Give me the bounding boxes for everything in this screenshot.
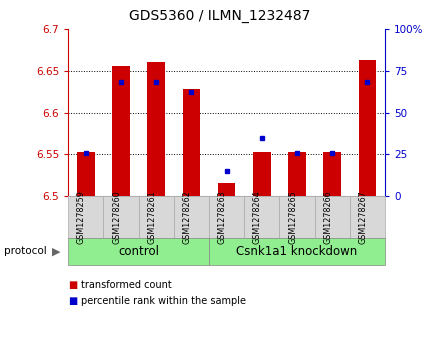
Text: transformed count: transformed count — [81, 280, 172, 290]
Bar — [253, 152, 271, 196]
Bar — [77, 152, 95, 196]
Bar — [183, 89, 200, 196]
Text: ▶: ▶ — [52, 246, 60, 256]
Text: Csnk1a1 knockdown: Csnk1a1 knockdown — [236, 245, 358, 258]
Text: GSM1278267: GSM1278267 — [359, 190, 367, 244]
Bar — [218, 183, 235, 196]
Text: GSM1278264: GSM1278264 — [253, 190, 262, 244]
Text: GDS5360 / ILMN_1232487: GDS5360 / ILMN_1232487 — [129, 9, 311, 23]
Text: percentile rank within the sample: percentile rank within the sample — [81, 296, 246, 306]
Bar — [147, 62, 165, 196]
Text: GSM1278262: GSM1278262 — [183, 190, 191, 244]
Bar — [359, 60, 376, 196]
Text: GSM1278261: GSM1278261 — [147, 190, 156, 244]
Text: ■: ■ — [68, 280, 77, 290]
Text: GSM1278263: GSM1278263 — [218, 190, 227, 244]
Text: GSM1278259: GSM1278259 — [77, 190, 86, 244]
Bar — [112, 66, 130, 196]
Text: GSM1278265: GSM1278265 — [288, 190, 297, 244]
Bar — [288, 152, 306, 196]
Text: GSM1278266: GSM1278266 — [323, 190, 332, 244]
Text: ■: ■ — [68, 296, 77, 306]
Bar — [323, 152, 341, 196]
Text: GSM1278260: GSM1278260 — [112, 190, 121, 244]
Text: control: control — [118, 245, 159, 258]
Text: protocol: protocol — [4, 246, 47, 256]
